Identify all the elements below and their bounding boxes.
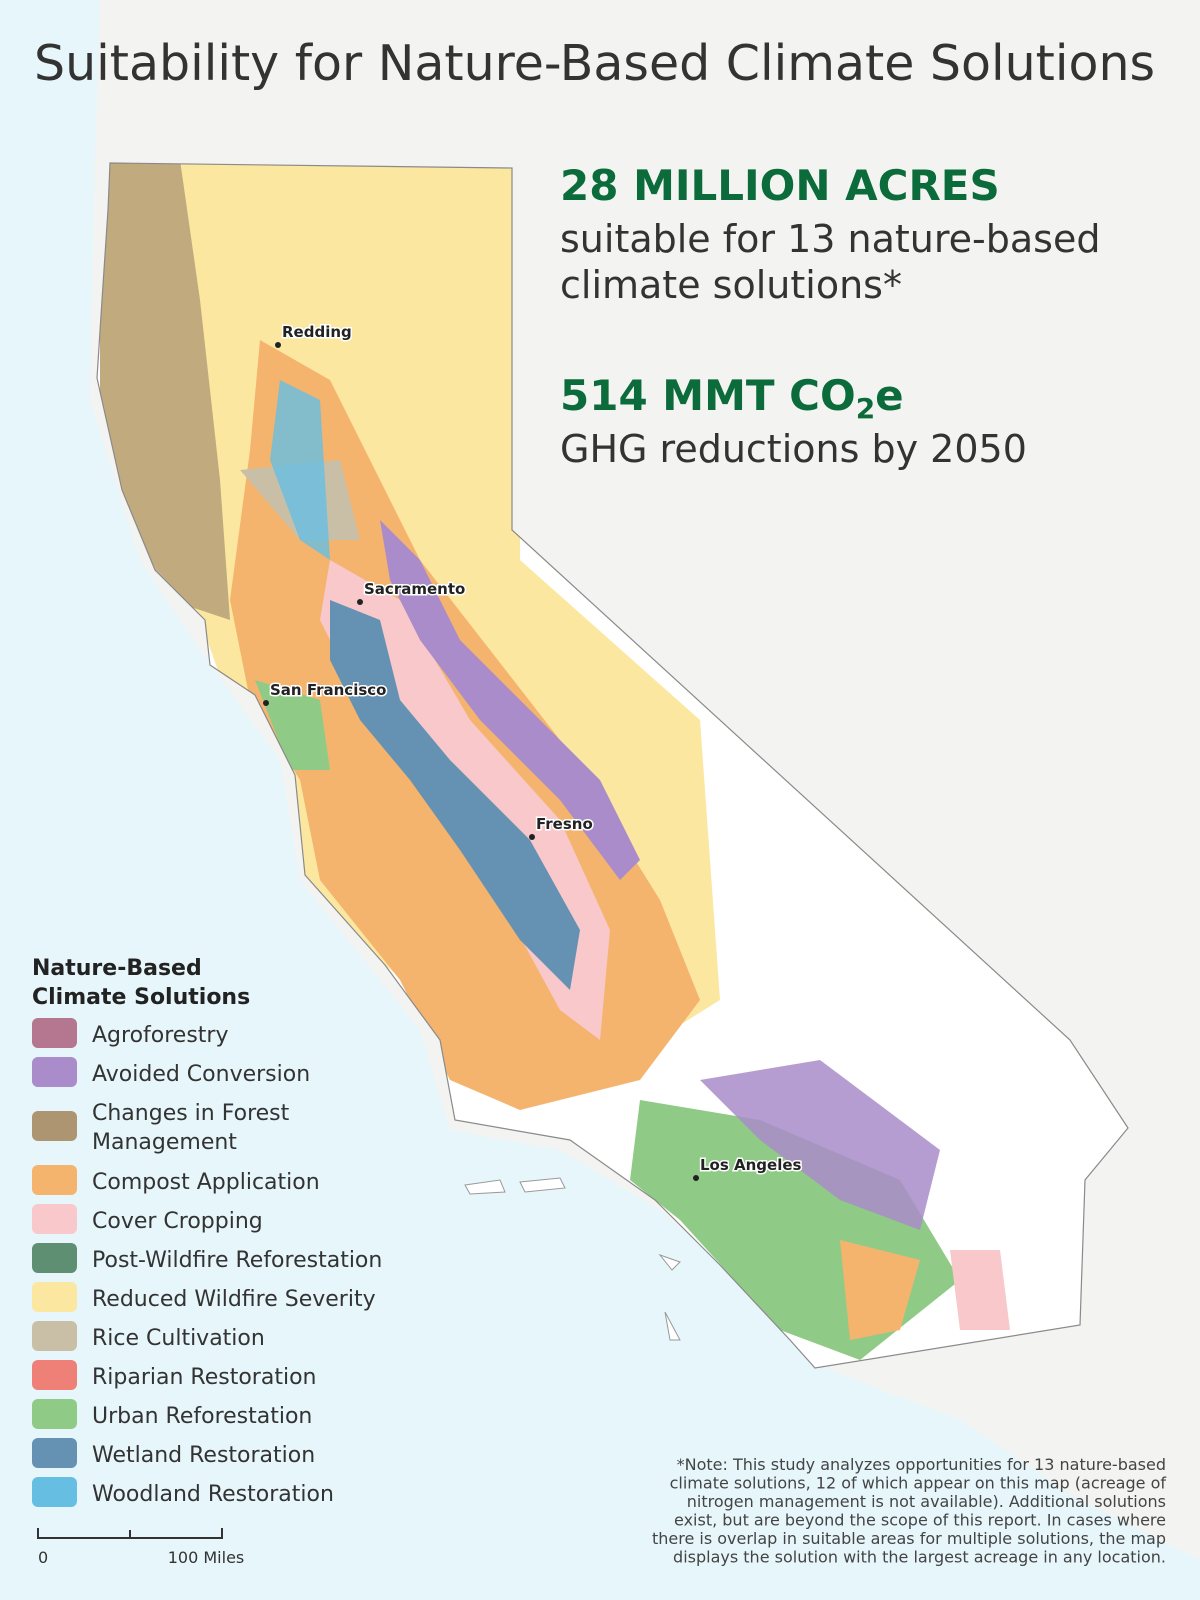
legend-swatch bbox=[32, 1282, 77, 1312]
legend-swatch bbox=[32, 1399, 77, 1429]
stat-headline-part: 2 bbox=[856, 392, 875, 425]
legend-swatch bbox=[32, 1204, 77, 1234]
note-line: climate solutions, 12 of which appear on… bbox=[670, 1474, 1167, 1493]
legend-swatch bbox=[32, 1243, 77, 1273]
islands bbox=[464, 1177, 681, 1341]
legend-label: Wetland Restoration bbox=[92, 1443, 315, 1468]
legend-label: Woodland Restoration bbox=[92, 1482, 334, 1507]
legend-title: Nature-Based bbox=[32, 956, 202, 981]
legend-label: Reduced Wildfire Severity bbox=[92, 1287, 376, 1312]
legend-label: Rice Cultivation bbox=[92, 1326, 265, 1351]
scale-label: 100 Miles bbox=[168, 1548, 245, 1567]
city-dot bbox=[357, 599, 363, 605]
stat-headline-part: 514 MMT CO bbox=[560, 371, 856, 420]
stat-headline: 28 MILLION ACRES bbox=[560, 161, 1000, 210]
legend-label: Post-Wildfire Reforestation bbox=[92, 1248, 382, 1273]
legend-swatch bbox=[32, 1165, 77, 1195]
city-label: San Francisco bbox=[270, 681, 386, 699]
scale-bar bbox=[37, 1528, 223, 1539]
stat-headline: 514 MMT CO2e bbox=[560, 371, 904, 425]
stat-headline-part: 28 MILLION ACRES bbox=[560, 161, 1000, 210]
legend-label: Compost Application bbox=[92, 1170, 320, 1195]
region bbox=[270, 380, 330, 560]
legend-label: Riparian Restoration bbox=[92, 1365, 316, 1390]
note-line: exist, but are beyond the scope of this … bbox=[674, 1511, 1166, 1530]
scale-label: 0 bbox=[38, 1548, 48, 1567]
legend-label: Avoided Conversion bbox=[92, 1062, 310, 1087]
region bbox=[700, 1060, 940, 1230]
legend-swatch bbox=[32, 1477, 77, 1507]
note-line: *Note: This study analyzes opportunities… bbox=[677, 1455, 1166, 1474]
title: Suitability for Nature-Based Climate Sol… bbox=[34, 35, 1155, 92]
stat-headline-part: e bbox=[875, 371, 904, 420]
legend-swatch bbox=[32, 1438, 77, 1468]
legend-swatch bbox=[32, 1018, 77, 1048]
city-dot bbox=[263, 700, 269, 706]
city-label: Redding bbox=[282, 323, 352, 341]
city-dot bbox=[529, 834, 535, 840]
region bbox=[840, 1240, 920, 1340]
region bbox=[380, 520, 640, 880]
stat-text: GHG reductions by 2050 bbox=[560, 427, 1027, 471]
legend-label: Cover Cropping bbox=[92, 1209, 263, 1234]
legend-swatch bbox=[32, 1057, 77, 1087]
legend-title: Climate Solutions bbox=[32, 985, 250, 1010]
region bbox=[330, 600, 580, 990]
city-dot bbox=[275, 342, 281, 348]
legend-label: Urban Reforestation bbox=[92, 1404, 312, 1429]
city-label: Sacramento bbox=[364, 580, 465, 598]
legend-label: Agroforestry bbox=[92, 1023, 229, 1048]
note-line: displays the solution with the largest a… bbox=[673, 1548, 1166, 1567]
city-dot bbox=[693, 1175, 699, 1181]
city-label: Fresno bbox=[536, 815, 593, 833]
stat-text: climate solutions* bbox=[560, 263, 902, 307]
note-line: nitrogen management is not available). A… bbox=[687, 1492, 1166, 1511]
region bbox=[255, 680, 330, 770]
legend-label: Management bbox=[92, 1130, 237, 1155]
city-label: Los Angeles bbox=[700, 1156, 802, 1174]
note-line: there is overlap in suitable areas for m… bbox=[652, 1529, 1166, 1548]
region bbox=[100, 163, 230, 620]
legend-swatch bbox=[32, 1321, 77, 1351]
legend-swatch bbox=[32, 1360, 77, 1390]
legend-label: Changes in Forest bbox=[92, 1101, 290, 1126]
legend-swatch bbox=[32, 1111, 77, 1141]
region bbox=[950, 1250, 1010, 1330]
stat-text: suitable for 13 nature-based bbox=[560, 217, 1100, 261]
